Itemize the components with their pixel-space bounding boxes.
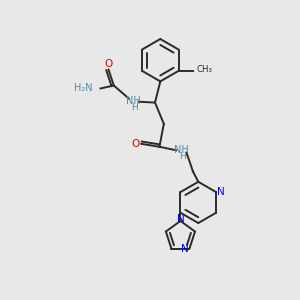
Text: H₂N: H₂N (74, 83, 93, 94)
Text: O: O (132, 139, 140, 149)
Text: O: O (104, 59, 112, 69)
Text: H: H (132, 103, 138, 112)
Text: NH: NH (174, 145, 189, 155)
Text: H: H (179, 152, 186, 161)
Text: N: N (177, 214, 184, 224)
Text: N: N (217, 187, 225, 197)
Text: NH: NH (126, 96, 141, 106)
Text: N: N (181, 244, 188, 254)
Text: CH₃: CH₃ (197, 65, 213, 74)
